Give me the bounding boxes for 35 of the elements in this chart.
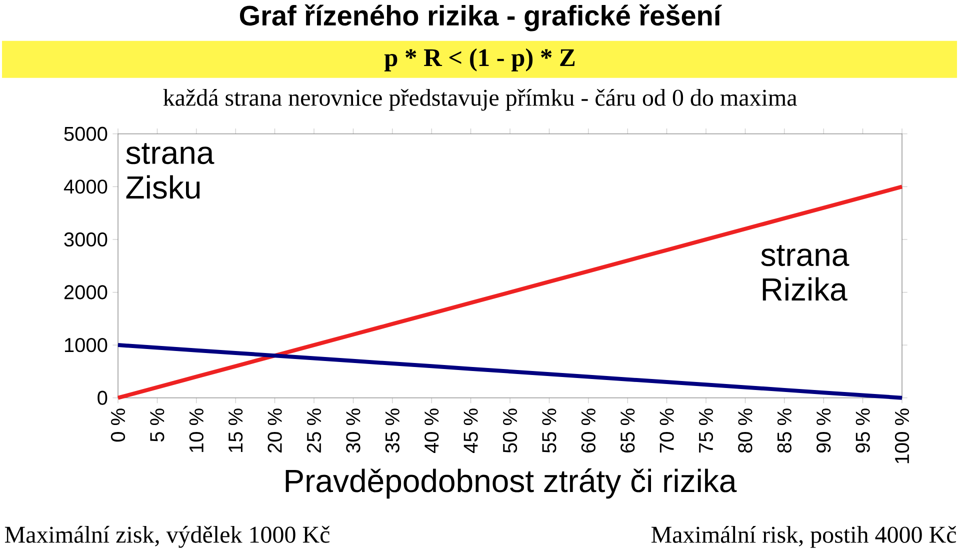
x-tick-label: 0 % (110, 408, 126, 442)
x-tick-label: 50 % (502, 408, 518, 453)
x-tick-label: 80 % (738, 408, 752, 453)
text: Maximální zisk, výdělek 1000 Kč (4, 526, 330, 548)
x-tick-label: 30 % (346, 408, 360, 453)
x-tick-label: 95 % (856, 408, 870, 453)
x-tick-label: 40 % (424, 408, 439, 454)
x-tick-label: 55 % (542, 408, 556, 453)
x-tick-label: 85 % (777, 408, 792, 453)
y-tick-label: 1000 (64, 338, 108, 352)
annotation: strana Zisku (126, 143, 214, 199)
chart-title: Graf řízeného rizika - grafické řešení (240, 4, 722, 32)
x-tick-label: 45 % (464, 408, 478, 454)
chart-subtitle: p * R < (1 - p) * Z (384, 48, 575, 72)
x-tick-label: 75 % (698, 408, 714, 453)
text: Maximální risk, postih 4000 Kč (651, 526, 956, 548)
x-tick-label: 65 % (620, 408, 635, 453)
x-tick-label: 10 % (189, 408, 204, 452)
x-tick-label: 25 % (306, 408, 322, 453)
annotation: strana Rizika (761, 245, 850, 301)
y-tick-label: 5000 (64, 126, 108, 141)
x-tick-label: 60 % (581, 408, 596, 453)
x-tick-label: 70 % (660, 408, 674, 453)
text: každá strana nerovnice představuje přímku - čáru od 0 do maxima (163, 89, 797, 111)
y-tick-label: 0 (98, 390, 108, 405)
x-tick-label: 15 % (228, 408, 243, 452)
x-axis-title: Pravděpodobnost ztráty či rizika (286, 468, 737, 499)
x-tick-label: 5 % (150, 408, 164, 442)
x-tick-label: 20 % (268, 408, 282, 453)
y-tick-label: 4000 (64, 180, 108, 194)
x-tick-label: 100 % (894, 408, 910, 464)
y-tick-label: 2000 (64, 285, 108, 300)
y-tick-label: 3000 (64, 232, 108, 247)
x-tick-label: 35 % (385, 408, 400, 453)
x-tick-label: 90 % (816, 408, 831, 453)
